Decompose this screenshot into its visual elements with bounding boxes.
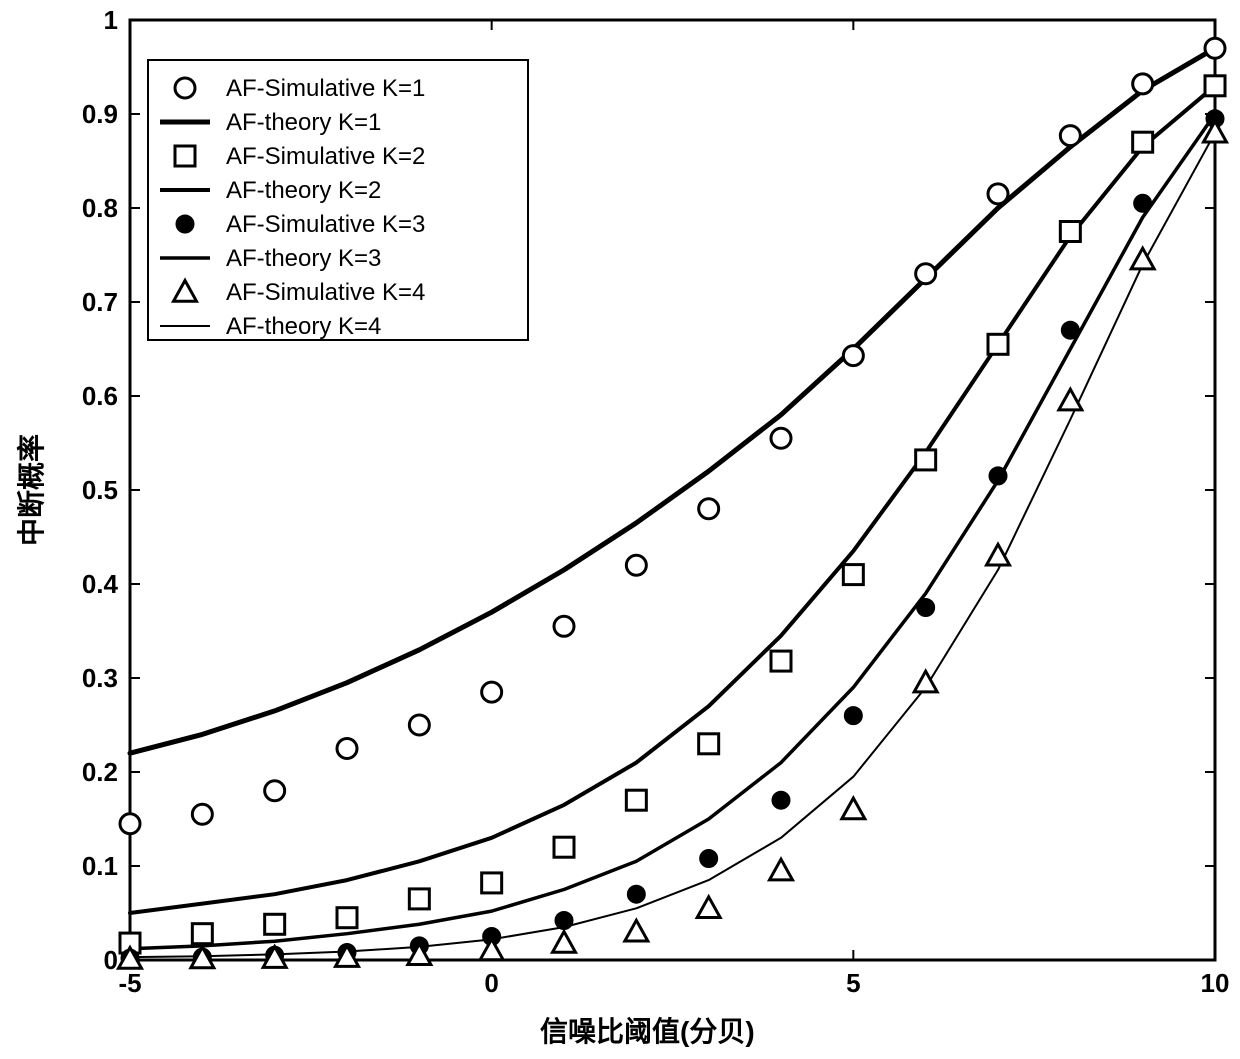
marker-circle-solid <box>844 707 862 725</box>
chart-container: -5051000.10.20.30.40.50.60.70.80.91AF-Si… <box>0 0 1240 1059</box>
marker-square-open <box>482 873 502 893</box>
marker-circle-solid <box>700 849 718 867</box>
y-tick-label: 0.4 <box>82 569 119 599</box>
marker-circle-open <box>120 814 140 834</box>
y-tick-label: 0.7 <box>82 287 118 317</box>
y-tick-label: 0 <box>104 945 118 975</box>
legend-label: AF-theory K=4 <box>226 313 381 340</box>
marker-circle-solid <box>1061 321 1079 339</box>
marker-triangle-open <box>1059 389 1082 410</box>
marker-triangle-open <box>625 920 648 941</box>
legend-label: AF-Simulative K=4 <box>226 279 425 306</box>
marker-circle-open <box>175 78 195 98</box>
marker-square-open <box>337 908 357 928</box>
y-tick-label: 0.2 <box>82 757 118 787</box>
marker-circle-open <box>1133 74 1153 94</box>
marker-square-open <box>265 914 285 934</box>
marker-circle-open <box>916 264 936 284</box>
marker-square-open <box>1205 76 1225 96</box>
marker-square-open <box>771 651 791 671</box>
marker-square-open <box>1060 222 1080 242</box>
marker-square-open <box>554 837 574 857</box>
y-tick-label: 0.8 <box>82 193 118 223</box>
marker-circle-open <box>337 739 357 759</box>
marker-circle-open <box>626 555 646 575</box>
marker-circle-open <box>771 428 791 448</box>
marker-square-open <box>1133 132 1153 152</box>
marker-circle-open <box>409 715 429 735</box>
y-tick-label: 1 <box>104 5 118 35</box>
marker-square-open <box>843 565 863 585</box>
marker-circle-open <box>265 781 285 801</box>
marker-triangle-open <box>553 932 576 953</box>
y-tick-label: 0.3 <box>82 663 118 693</box>
marker-circle-open <box>843 346 863 366</box>
y-tick-label: 0.1 <box>82 851 118 881</box>
marker-square-open <box>409 889 429 909</box>
marker-circle-solid <box>1134 194 1152 212</box>
marker-circle-solid <box>772 791 790 809</box>
marker-circle-open <box>988 184 1008 204</box>
marker-triangle-open <box>697 897 720 918</box>
marker-square-open <box>699 734 719 754</box>
marker-circle-open <box>1060 126 1080 146</box>
marker-circle-solid <box>627 885 645 903</box>
legend-label: AF-theory K=3 <box>226 245 381 272</box>
x-tick-label: -5 <box>118 968 141 998</box>
legend-label: AF-theory K=2 <box>226 177 381 204</box>
marker-triangle-open <box>480 939 503 960</box>
marker-triangle-open <box>842 798 865 819</box>
x-axis-label: 信噪比阈值(分贝) <box>540 1010 755 1050</box>
marker-circle-solid <box>555 912 573 930</box>
x-tick-label: 0 <box>484 968 498 998</box>
marker-circle-open <box>192 804 212 824</box>
marker-circle-solid <box>176 215 194 233</box>
y-tick-label: 0.5 <box>82 475 118 505</box>
legend-label: AF-Simulative K=2 <box>226 143 425 170</box>
legend-label: AF-theory K=1 <box>226 109 381 136</box>
marker-circle-open <box>699 499 719 519</box>
marker-square-open <box>192 924 212 944</box>
marker-square-open <box>916 450 936 470</box>
marker-circle-open <box>1205 38 1225 58</box>
marker-triangle-open <box>770 859 793 880</box>
marker-square-open <box>626 790 646 810</box>
x-tick-label: 10 <box>1201 968 1230 998</box>
x-tick-label: 5 <box>846 968 860 998</box>
marker-circle-open <box>482 682 502 702</box>
legend-label: AF-Simulative K=1 <box>226 75 425 102</box>
y-axis-label: 中断概率 <box>10 430 50 550</box>
legend-label: AF-Simulative K=3 <box>226 211 425 238</box>
marker-circle-open <box>554 616 574 636</box>
marker-circle-solid <box>917 599 935 617</box>
marker-square-open <box>175 146 195 166</box>
chart-svg: -5051000.10.20.30.40.50.60.70.80.91AF-Si… <box>0 0 1240 1059</box>
marker-circle-solid <box>989 467 1007 485</box>
y-tick-label: 0.9 <box>82 99 118 129</box>
marker-square-open <box>988 334 1008 354</box>
y-tick-label: 0.6 <box>82 381 118 411</box>
